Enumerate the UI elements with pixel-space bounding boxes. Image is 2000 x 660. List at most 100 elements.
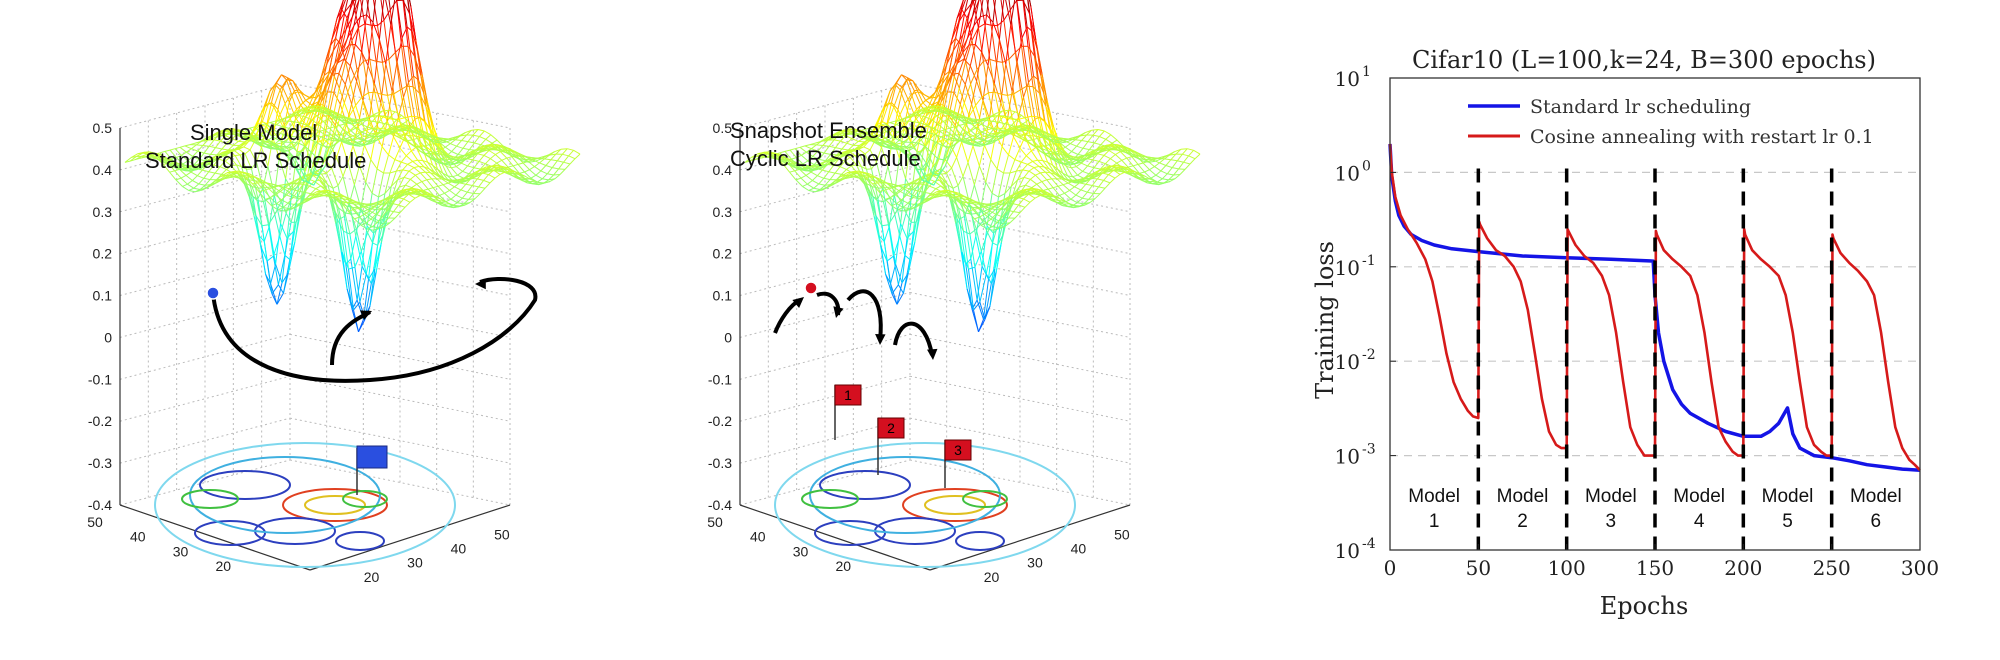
surface-wire (409, 194, 415, 198)
surface-wire (984, 145, 990, 160)
surface-wire (463, 148, 469, 149)
surface-wire (537, 179, 542, 182)
surface-wire (492, 140, 497, 143)
surface-wire (479, 131, 484, 137)
surface-wire (1024, 177, 1030, 179)
surface-plot-svg: 0.50.40.30.20.10-0.1-0.2-0.3-0.450403020… (70, 0, 670, 655)
surface-wire (170, 172, 176, 180)
surface-wire (445, 147, 451, 151)
surface-wire (1014, 212, 1020, 213)
surface-wire (554, 169, 559, 175)
surface-wire (812, 181, 818, 184)
surface-wire (497, 165, 502, 166)
surface-wire (187, 184, 193, 188)
floor-right-tick-label: 50 (494, 526, 510, 542)
surface-wire (530, 167, 535, 170)
floor-contour (190, 457, 380, 533)
surface-wire (474, 137, 479, 144)
surface-wire (486, 135, 491, 140)
surface-wire (518, 164, 524, 172)
surface-wire (979, 166, 985, 182)
floor-left-tick-label: 30 (793, 543, 809, 559)
surface-wire (806, 175, 812, 180)
surface-wire (384, 155, 389, 173)
surface-wire (819, 178, 824, 184)
z-tick-label: 0.3 (713, 204, 733, 220)
surface-wire (349, 45, 355, 46)
surface-wire (396, 162, 401, 171)
surface-wire (408, 161, 413, 164)
z-tick-label: -0.2 (708, 413, 732, 429)
surface-wire (479, 155, 484, 161)
z-tick-label: 0 (104, 329, 112, 345)
surface-wire (445, 144, 450, 148)
surface-wire (425, 172, 430, 173)
surface-wire (340, 124, 345, 125)
surface-wire (564, 162, 570, 164)
surface-wire (368, 233, 373, 243)
surface-wire (299, 183, 304, 184)
surface-wire (442, 179, 447, 180)
surface-wire (204, 178, 210, 179)
surface-wire (969, 45, 975, 46)
z-tick-label: 0.5 (93, 120, 113, 136)
surface-wire (463, 166, 468, 172)
surface-wire (265, 187, 271, 188)
floor-contour (820, 471, 910, 499)
surface-wire (415, 173, 420, 175)
surface-wire (530, 170, 536, 176)
surface-wire (449, 207, 454, 208)
surface-wire (215, 173, 221, 174)
surface-wire (557, 154, 562, 161)
surface-wire (536, 171, 541, 175)
surface-wire (882, 225, 888, 226)
wall-gridline (120, 376, 290, 421)
surface-wire (366, 121, 372, 122)
wall-gridline (290, 376, 510, 421)
surface-wire (422, 182, 428, 190)
surface-wire (389, 155, 395, 160)
surface-wire (802, 186, 808, 190)
surface-wire (181, 178, 187, 184)
surface-wire (479, 137, 485, 140)
floor-contour (336, 532, 384, 550)
surface-wire (802, 184, 807, 186)
floor-left-tick-label: 20 (215, 558, 231, 574)
surface-wire (450, 187, 455, 191)
surface-wire (362, 93, 368, 97)
surface-wire (564, 156, 569, 162)
surface-wire (447, 180, 452, 181)
surface-wire (351, 123, 357, 124)
surface-wire (338, 176, 343, 185)
surface-wire (887, 256, 893, 261)
surface-wire (443, 183, 448, 185)
surface-wire (899, 104, 905, 118)
floor-right-tick-label: 30 (407, 555, 423, 571)
surface-wire (1020, 148, 1026, 156)
surface-wire (368, 22, 373, 65)
surface-wire (467, 186, 472, 193)
surface-wire (490, 178, 495, 183)
surface-wire (531, 175, 536, 178)
z-tick-label: 0.2 (713, 246, 733, 262)
surface-wire (552, 161, 557, 168)
surface-wire (410, 175, 415, 179)
surface-wire (316, 186, 321, 189)
surface-wire (382, 147, 388, 155)
surface-wire (484, 155, 490, 158)
surface-wire (1009, 155, 1015, 160)
surface-wire (1029, 194, 1035, 198)
surface-wire (462, 141, 468, 142)
surface-wire (809, 188, 814, 190)
surface-wire (455, 206, 460, 207)
surface-wire (468, 135, 473, 142)
floor-contour (956, 532, 1004, 550)
surface-wire (261, 246, 266, 275)
surface-wire (456, 167, 462, 172)
surface-wire (545, 159, 551, 160)
surface-wire (403, 164, 408, 170)
surface-wire (192, 181, 198, 184)
surface-wire (913, 198, 919, 199)
surface-wire (484, 180, 490, 183)
surface-wire (420, 172, 425, 173)
